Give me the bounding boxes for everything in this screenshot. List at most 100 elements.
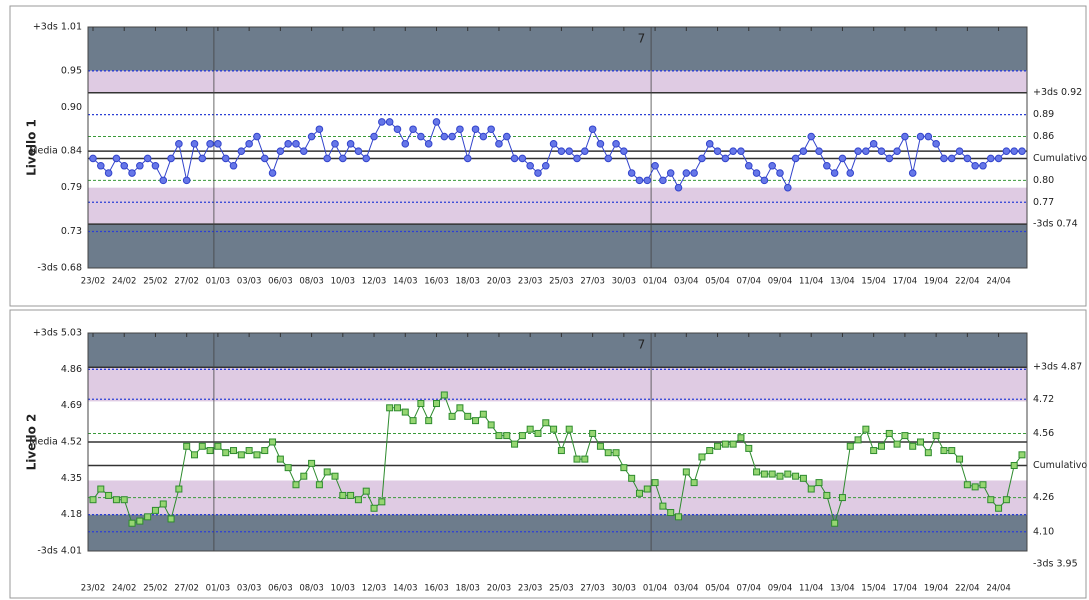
y-axis-label: Livello 2 xyxy=(25,414,39,471)
x-tick-label: 24/04 xyxy=(986,584,1011,594)
point xyxy=(417,400,425,408)
x-tick-label: 01/03 xyxy=(206,277,231,287)
x-tick-label: 14/03 xyxy=(393,277,418,287)
point xyxy=(175,485,183,493)
y2-tick-label: Cumulativo 0.83 xyxy=(1033,153,1089,164)
point xyxy=(995,504,1003,512)
point xyxy=(347,491,355,499)
x-tick-label: 23/02 xyxy=(81,277,106,287)
point xyxy=(1010,147,1018,155)
point xyxy=(549,140,558,148)
point xyxy=(409,417,417,425)
point xyxy=(276,455,284,463)
x-tick-label: 01/04 xyxy=(643,584,668,594)
point xyxy=(393,404,401,412)
point xyxy=(830,169,839,177)
y-axis-label: Livello 1 xyxy=(25,119,39,176)
point xyxy=(245,447,253,455)
point xyxy=(339,491,347,499)
point xyxy=(495,432,503,440)
point xyxy=(628,474,636,482)
point xyxy=(183,442,191,450)
annotation: 7 xyxy=(638,338,646,352)
point xyxy=(909,442,917,450)
point xyxy=(495,140,503,148)
y2-tick-label: Cumulativo 4.41 xyxy=(1033,460,1089,471)
point xyxy=(261,447,269,455)
point xyxy=(214,140,222,148)
point xyxy=(385,118,394,126)
band xyxy=(88,224,1027,268)
point xyxy=(128,519,136,527)
point xyxy=(955,147,964,155)
point xyxy=(643,176,652,185)
point xyxy=(768,470,776,478)
point xyxy=(596,442,604,450)
x-tick-label: 19/04 xyxy=(924,584,949,594)
point xyxy=(776,472,784,480)
band xyxy=(88,333,1027,368)
x-tick-label: 03/03 xyxy=(237,584,262,594)
point xyxy=(948,447,956,455)
point xyxy=(534,169,542,177)
point xyxy=(815,479,823,487)
point xyxy=(315,125,324,134)
point xyxy=(237,451,245,459)
point xyxy=(190,140,199,148)
point xyxy=(721,154,730,163)
point xyxy=(729,147,737,155)
y-tick-label: 4.18 xyxy=(61,509,82,520)
point xyxy=(245,140,253,148)
point xyxy=(588,125,597,134)
point xyxy=(97,161,105,170)
point xyxy=(666,169,675,177)
point xyxy=(994,154,1003,163)
point xyxy=(198,154,207,163)
x-tick-label: 25/02 xyxy=(143,584,168,594)
x-tick-label: 17/04 xyxy=(893,277,918,287)
x-tick-label: 08/03 xyxy=(299,277,324,287)
x-tick-label: 01/03 xyxy=(206,584,231,594)
y2-tick-label: -3ds 3.95 xyxy=(1033,558,1078,569)
x-tick-label: 27/03 xyxy=(580,584,605,594)
x-tick-label: 10/03 xyxy=(331,584,356,594)
point xyxy=(518,432,526,440)
point xyxy=(432,118,441,126)
x-tick-label: 15/04 xyxy=(861,277,886,287)
x-tick-label: 25/03 xyxy=(549,277,574,287)
y-tick-label: -3ds 4.01 xyxy=(37,546,82,557)
y-tick-label: -3ds 0.68 xyxy=(37,263,82,274)
x-tick-label: 03/04 xyxy=(674,277,699,287)
point xyxy=(690,169,698,177)
point xyxy=(463,154,472,163)
point xyxy=(815,147,823,155)
point xyxy=(284,140,292,148)
point xyxy=(979,161,987,170)
point xyxy=(589,429,597,437)
point xyxy=(1018,147,1026,155)
point xyxy=(690,479,698,487)
x-tick-label: 24/02 xyxy=(112,277,137,287)
point xyxy=(846,169,855,177)
x-tick-label: 08/03 xyxy=(299,584,324,594)
point xyxy=(557,147,566,155)
point xyxy=(963,154,972,163)
point xyxy=(799,474,807,482)
x-tick-label: 30/03 xyxy=(612,277,637,287)
x-tick-label: 05/04 xyxy=(705,277,730,287)
y2-tick-label: 0.77 xyxy=(1033,197,1054,208)
x-tick-label: 23/03 xyxy=(518,584,543,594)
y-tick-label: 4.69 xyxy=(61,400,82,411)
point xyxy=(471,125,480,134)
x-tick-label: 27/02 xyxy=(174,584,199,594)
point xyxy=(440,132,449,141)
point xyxy=(573,455,581,463)
point xyxy=(182,176,191,185)
point xyxy=(112,154,121,163)
point xyxy=(479,410,487,418)
point xyxy=(167,154,175,163)
x-tick-label: 12/03 xyxy=(362,584,387,594)
point xyxy=(526,425,534,433)
point xyxy=(1002,496,1010,504)
point xyxy=(752,169,761,177)
